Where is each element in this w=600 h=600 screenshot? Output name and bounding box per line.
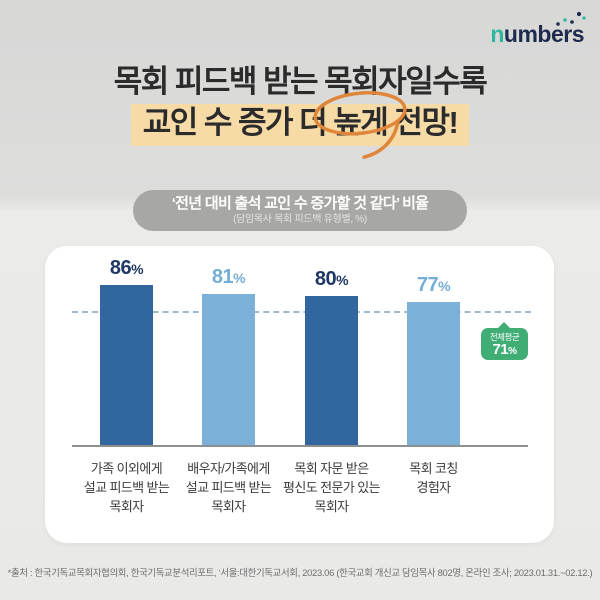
average-badge-value: 71% bbox=[481, 342, 528, 360]
average-badge: 전체평균 71% bbox=[481, 322, 528, 360]
bar-value-label: 80% bbox=[314, 268, 349, 290]
average-value: 71 bbox=[492, 341, 509, 358]
chart-subtitle-sub: (담임목사 목회 피드백 유형별, %) bbox=[233, 214, 367, 225]
headline-circled-word: 높게 bbox=[313, 91, 407, 159]
average-unit: % bbox=[508, 346, 517, 357]
source-note: *출처 : 한국기독교목회자협의회, 한국기독교분석리포트, ‘서울:대한기독교… bbox=[7, 567, 593, 578]
logo-scatter-dots-icon bbox=[556, 11, 586, 26]
headline-line2-pre: 교인 수 증가 더 bbox=[142, 105, 334, 140]
average-dashed-line bbox=[72, 311, 531, 313]
bar bbox=[202, 294, 255, 445]
numbers-logo: numbers bbox=[490, 11, 586, 47]
bar-value-label: 77% bbox=[416, 274, 451, 296]
bar-category-label: 목회 자문 받은 평신도 전문가 있는 목회자 bbox=[283, 461, 381, 514]
headline-line2-highlight: 교인 수 증가 더 높게 전망! bbox=[130, 91, 470, 159]
headline-line2-wrap: 교인 수 증가 더 높게 전망! bbox=[0, 91, 600, 159]
chart-subtitle-pill: ‘전년 대비 출석 교인 수 증가할 것 같다’ 비율 (담임목사 목회 피드백… bbox=[133, 190, 467, 231]
bar-value-label: 86% bbox=[109, 257, 144, 279]
bar-chart: 전체평균 71% 86% 가족 이외에게 설교 피드백 받는 목회자 81% 배우자/… bbox=[45, 246, 554, 543]
bar bbox=[407, 302, 460, 445]
bar bbox=[100, 285, 153, 445]
bar-category-label: 목회 코칭 경험자 bbox=[409, 461, 458, 495]
headline-line1: 목회 피드백 받는 목회자일수록 bbox=[113, 64, 488, 99]
headline-line2-post: 전망! bbox=[387, 105, 458, 140]
badge-arrow-up-icon bbox=[497, 322, 511, 329]
average-badge-label: 전체평균 bbox=[489, 332, 520, 342]
logo-text-first: n bbox=[490, 21, 504, 47]
bar bbox=[305, 296, 358, 445]
bar-category-label: 배우자/가족에게 설교 피드백 받는 목회자 bbox=[185, 461, 272, 514]
bar-value-label: 81% bbox=[211, 266, 246, 288]
headline-circled-text: 높게 bbox=[333, 105, 389, 140]
chart-subtitle-main: ‘전년 대비 출석 교인 수 증가할 것 같다’ 비율 bbox=[171, 195, 429, 212]
chart-card: 전체평균 71% 86% 가족 이외에게 설교 피드백 받는 목회자 81% 배우자/… bbox=[45, 246, 554, 543]
logo-text-rest: umbers bbox=[503, 21, 585, 47]
headline: 목회 피드백 받는 목회자일수록 교인 수 증가 더 높게 전망! bbox=[0, 62, 600, 159]
x-axis-line bbox=[72, 445, 528, 447]
bar-category-label: 가족 이외에게 설교 피드백 받는 목회자 bbox=[83, 461, 170, 514]
